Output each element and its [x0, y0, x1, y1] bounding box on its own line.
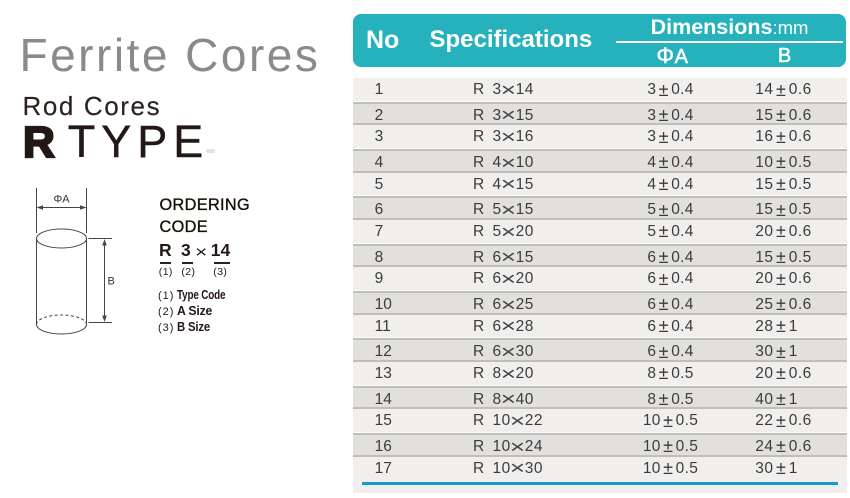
svg-text:B: B: [108, 276, 115, 288]
svg-text:ΦA: ΦA: [54, 194, 71, 206]
